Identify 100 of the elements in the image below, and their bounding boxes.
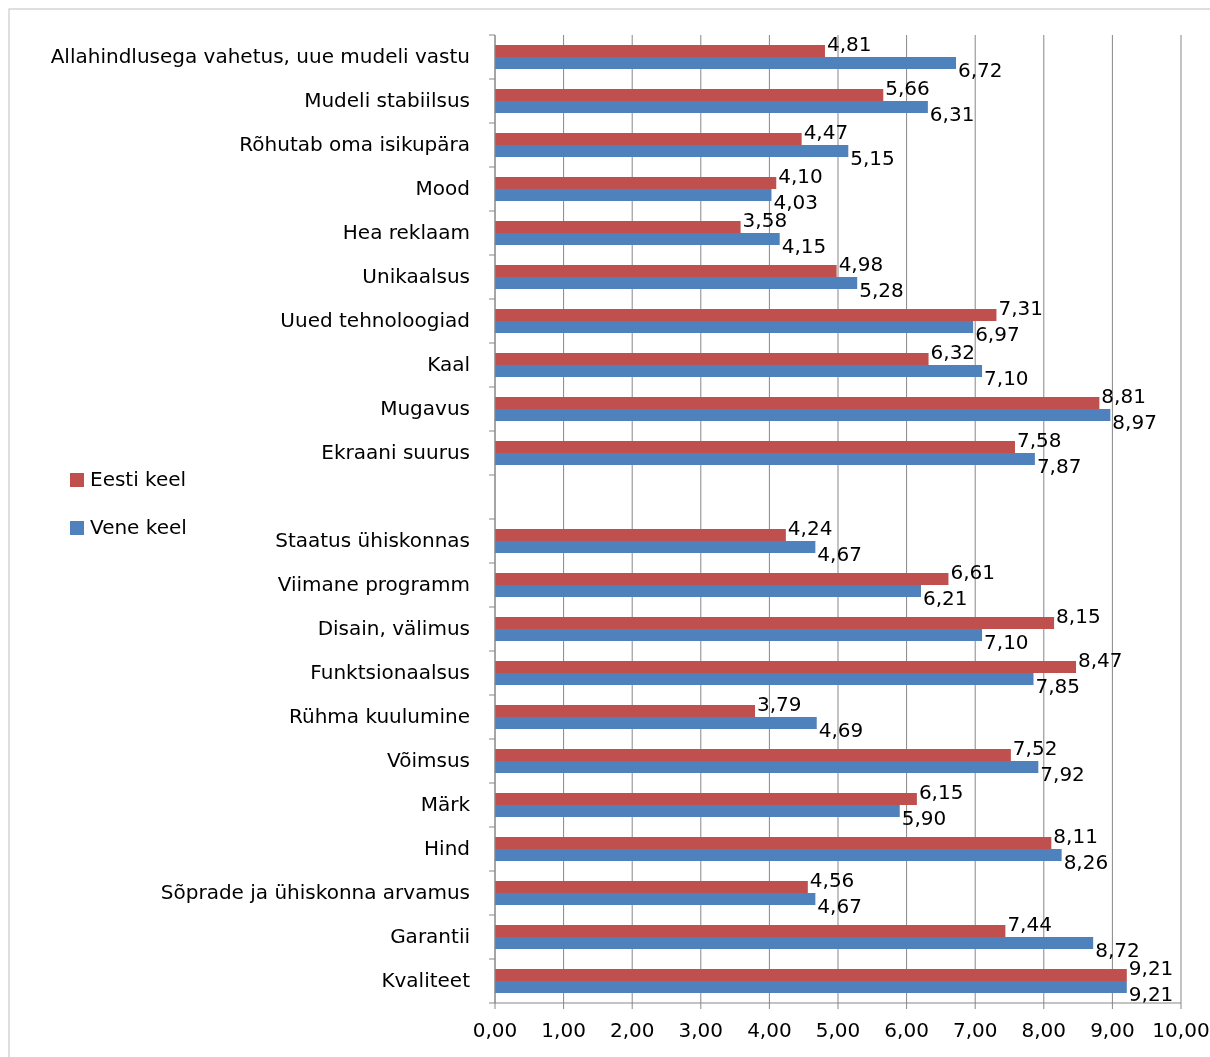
data-label: 8,11 bbox=[1053, 823, 1098, 848]
bar bbox=[495, 541, 816, 553]
bar bbox=[495, 353, 929, 365]
bar bbox=[495, 233, 780, 245]
bar bbox=[495, 145, 849, 157]
y-tick-label: Uued tehnoloogiad bbox=[280, 307, 470, 332]
y-tick-label: Ekraani suurus bbox=[321, 439, 470, 464]
data-label: 6,21 bbox=[923, 585, 968, 610]
bar bbox=[495, 805, 900, 817]
data-label: 4,03 bbox=[773, 189, 818, 214]
bar bbox=[495, 705, 755, 717]
x-tick-label: 8,00 bbox=[1021, 1018, 1067, 1042]
data-label: 7,52 bbox=[1012, 735, 1058, 760]
bar bbox=[495, 849, 1062, 861]
y-tick-label: Mood bbox=[415, 175, 470, 200]
data-label: 8,15 bbox=[1056, 603, 1101, 628]
x-tick-label: 4,00 bbox=[747, 1018, 792, 1042]
y-tick-label: Kaal bbox=[427, 351, 470, 376]
bar bbox=[495, 925, 1006, 937]
bar bbox=[495, 101, 928, 113]
x-tick-label: 5,00 bbox=[815, 1018, 861, 1042]
data-label: 4,67 bbox=[817, 893, 862, 918]
bar bbox=[495, 57, 956, 69]
data-label: 4,56 bbox=[809, 867, 855, 892]
bar bbox=[495, 409, 1111, 421]
data-label: 6,72 bbox=[957, 57, 1003, 82]
data-label: 6,32 bbox=[930, 339, 976, 364]
bar bbox=[495, 45, 825, 57]
x-tick-label: 7,00 bbox=[952, 1018, 998, 1042]
bar bbox=[495, 573, 949, 585]
data-label: 4,10 bbox=[778, 163, 823, 188]
data-label: 8,26 bbox=[1063, 849, 1109, 874]
bar bbox=[495, 277, 858, 289]
data-label: 7,58 bbox=[1016, 427, 1062, 452]
data-label: 7,10 bbox=[984, 365, 1029, 390]
bar bbox=[495, 969, 1127, 981]
bar bbox=[495, 661, 1077, 673]
y-tick-label: Viimane programm bbox=[277, 571, 470, 596]
bar bbox=[495, 397, 1100, 409]
bar bbox=[495, 453, 1035, 465]
y-tick-label: Rõhutab oma isikupära bbox=[239, 131, 470, 156]
data-label: 4,67 bbox=[817, 541, 862, 566]
data-label: 4,15 bbox=[781, 233, 827, 258]
data-label: 4,98 bbox=[838, 251, 884, 276]
data-label: 5,66 bbox=[885, 75, 930, 100]
x-tick-label: 10,00 bbox=[1152, 1018, 1210, 1042]
data-label: 4,47 bbox=[803, 119, 849, 144]
bar bbox=[495, 981, 1127, 993]
data-label: 6,31 bbox=[929, 101, 975, 126]
data-label: 8,47 bbox=[1078, 647, 1123, 672]
bar bbox=[495, 529, 786, 541]
y-tick-label: Märk bbox=[420, 791, 471, 816]
bar bbox=[495, 837, 1052, 849]
bar bbox=[495, 89, 884, 101]
bar bbox=[495, 585, 922, 597]
data-label: 8,81 bbox=[1101, 383, 1146, 408]
bar bbox=[495, 441, 1015, 453]
data-label: 7,44 bbox=[1007, 911, 1052, 936]
data-label: 7,92 bbox=[1040, 761, 1085, 786]
bar bbox=[495, 321, 974, 333]
y-tick-label: Garantii bbox=[390, 923, 470, 948]
bar bbox=[495, 177, 777, 189]
data-label: 5,15 bbox=[850, 145, 895, 170]
y-tick-label: Hea reklaam bbox=[342, 219, 470, 244]
y-tick-label: Mugavus bbox=[380, 395, 470, 420]
data-label: 7,10 bbox=[984, 629, 1029, 654]
y-tick-label: Sõprade ja ühiskonna arvamus bbox=[160, 879, 470, 904]
x-tick-label: 9,00 bbox=[1090, 1018, 1135, 1042]
data-label: 6,61 bbox=[950, 559, 995, 584]
bar bbox=[495, 893, 816, 905]
data-label: 9,21 bbox=[1128, 981, 1174, 1006]
legend-label: Vene keel bbox=[90, 514, 187, 539]
bar bbox=[495, 881, 808, 893]
y-tick-label: Rühma kuulumine bbox=[288, 703, 470, 728]
legend-label: Eesti keel bbox=[90, 466, 187, 491]
bar bbox=[495, 221, 741, 233]
y-tick-label: Unikaalsus bbox=[362, 263, 470, 288]
y-tick-label: Staatus ühiskonnas bbox=[275, 527, 470, 552]
data-label: 4,24 bbox=[787, 515, 833, 540]
bar bbox=[495, 265, 837, 277]
y-tick-label: Funktsionaalsus bbox=[310, 659, 470, 684]
bar bbox=[495, 793, 917, 805]
bar bbox=[495, 629, 983, 641]
y-tick-label: Kvaliteet bbox=[381, 967, 471, 992]
x-tick-label: 3,00 bbox=[678, 1018, 724, 1042]
bar bbox=[495, 365, 983, 377]
bar bbox=[495, 937, 1094, 949]
bar bbox=[495, 133, 802, 145]
data-label: 6,15 bbox=[918, 779, 964, 804]
y-tick-label: Mudeli stabiilsus bbox=[304, 87, 470, 112]
y-tick-label: Allahindlusega vahetus, uue mudeli vastu bbox=[50, 43, 470, 68]
data-label: 7,31 bbox=[998, 295, 1043, 320]
x-tick-label: 0,00 bbox=[472, 1018, 518, 1042]
x-tick-label: 2,00 bbox=[609, 1018, 655, 1042]
data-label: 5,90 bbox=[901, 805, 947, 830]
bar bbox=[495, 189, 772, 201]
data-label: 7,87 bbox=[1036, 453, 1082, 478]
bar bbox=[495, 749, 1011, 761]
data-label: 4,69 bbox=[818, 717, 864, 742]
data-label: 6,97 bbox=[975, 321, 1020, 346]
